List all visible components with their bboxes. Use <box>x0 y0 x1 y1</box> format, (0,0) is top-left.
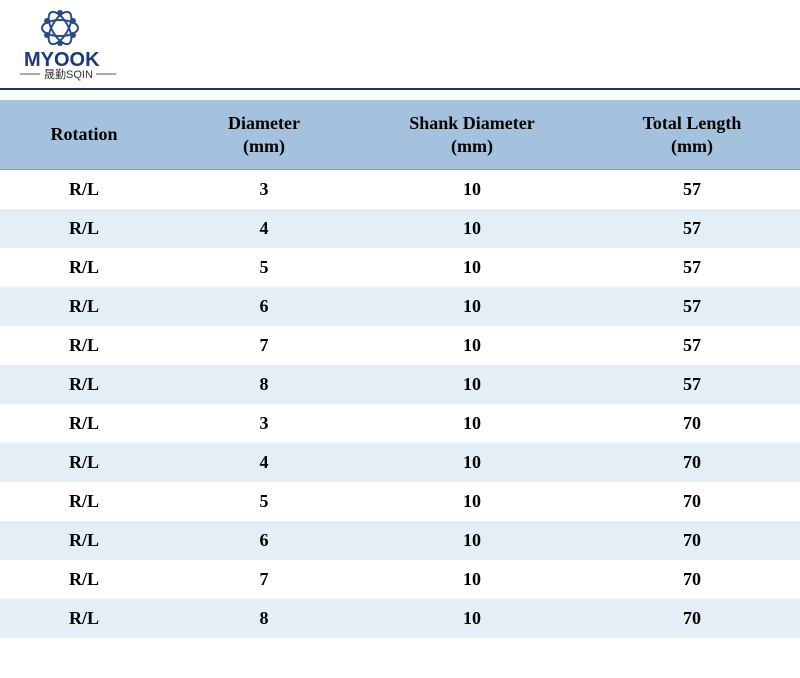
cell-diameter: 7 <box>168 326 360 365</box>
cell-shank: 10 <box>360 209 584 248</box>
cell-rotation: R/L <box>0 170 168 210</box>
cell-shank: 10 <box>360 287 584 326</box>
cell-shank: 10 <box>360 482 584 521</box>
cell-shank: 10 <box>360 404 584 443</box>
cell-length: 70 <box>584 521 800 560</box>
cell-shank: 10 <box>360 248 584 287</box>
spec-table: Rotation Diameter (mm) Shank Diameter (m… <box>0 100 800 638</box>
cell-rotation: R/L <box>0 404 168 443</box>
cell-length: 57 <box>584 326 800 365</box>
table-row: R/L 6 10 70 <box>0 521 800 560</box>
table-row: R/L 3 10 70 <box>0 404 800 443</box>
col-header-length: Total Length (mm) <box>584 100 800 170</box>
cell-shank: 10 <box>360 599 584 638</box>
brand-subtext: 晟勤SQIN <box>44 68 93 81</box>
cell-shank: 10 <box>360 170 584 210</box>
table-row: R/L 4 10 70 <box>0 443 800 482</box>
brand-logo-icon: MYOOK 晟勤SQIN <box>18 6 148 84</box>
col-header-diameter: Diameter (mm) <box>168 100 360 170</box>
table-row: R/L 5 10 57 <box>0 248 800 287</box>
cell-diameter: 3 <box>168 170 360 210</box>
cell-rotation: R/L <box>0 521 168 560</box>
brand-logo: MYOOK 晟勤SQIN <box>0 0 800 88</box>
cell-length: 57 <box>584 170 800 210</box>
cell-rotation: R/L <box>0 326 168 365</box>
cell-length: 57 <box>584 365 800 404</box>
cell-shank: 10 <box>360 326 584 365</box>
brand-name-text: MYOOK <box>24 49 100 71</box>
cell-shank: 10 <box>360 521 584 560</box>
cell-diameter: 8 <box>168 365 360 404</box>
table-header-row: Rotation Diameter (mm) Shank Diameter (m… <box>0 100 800 170</box>
cell-length: 57 <box>584 248 800 287</box>
cell-rotation: R/L <box>0 443 168 482</box>
cell-diameter: 3 <box>168 404 360 443</box>
table-body: R/L 3 10 57 R/L 4 10 57 R/L 5 10 57 R/L … <box>0 170 800 639</box>
cell-rotation: R/L <box>0 482 168 521</box>
table-row: R/L 8 10 57 <box>0 365 800 404</box>
table-row: R/L 6 10 57 <box>0 287 800 326</box>
cell-rotation: R/L <box>0 287 168 326</box>
cell-diameter: 6 <box>168 521 360 560</box>
cell-length: 70 <box>584 482 800 521</box>
table-row: R/L 7 10 57 <box>0 326 800 365</box>
cell-shank: 10 <box>360 365 584 404</box>
table-row: R/L 8 10 70 <box>0 599 800 638</box>
table-row: R/L 7 10 70 <box>0 560 800 599</box>
cell-rotation: R/L <box>0 248 168 287</box>
cell-shank: 10 <box>360 560 584 599</box>
cell-diameter: 6 <box>168 287 360 326</box>
cell-rotation: R/L <box>0 209 168 248</box>
col-header-shank: Shank Diameter (mm) <box>360 100 584 170</box>
table-row: R/L 3 10 57 <box>0 170 800 210</box>
cell-length: 70 <box>584 560 800 599</box>
cell-length: 57 <box>584 287 800 326</box>
cell-length: 70 <box>584 599 800 638</box>
cell-diameter: 5 <box>168 482 360 521</box>
cell-length: 57 <box>584 209 800 248</box>
table-row: R/L 5 10 70 <box>0 482 800 521</box>
cell-length: 70 <box>584 443 800 482</box>
header-divider <box>0 88 800 90</box>
cell-shank: 10 <box>360 443 584 482</box>
cell-diameter: 5 <box>168 248 360 287</box>
cell-diameter: 8 <box>168 599 360 638</box>
cell-diameter: 7 <box>168 560 360 599</box>
cell-length: 70 <box>584 404 800 443</box>
cell-diameter: 4 <box>168 209 360 248</box>
cell-rotation: R/L <box>0 599 168 638</box>
table-row: R/L 4 10 57 <box>0 209 800 248</box>
cell-diameter: 4 <box>168 443 360 482</box>
cell-rotation: R/L <box>0 560 168 599</box>
col-header-rotation: Rotation <box>0 100 168 170</box>
cell-rotation: R/L <box>0 365 168 404</box>
